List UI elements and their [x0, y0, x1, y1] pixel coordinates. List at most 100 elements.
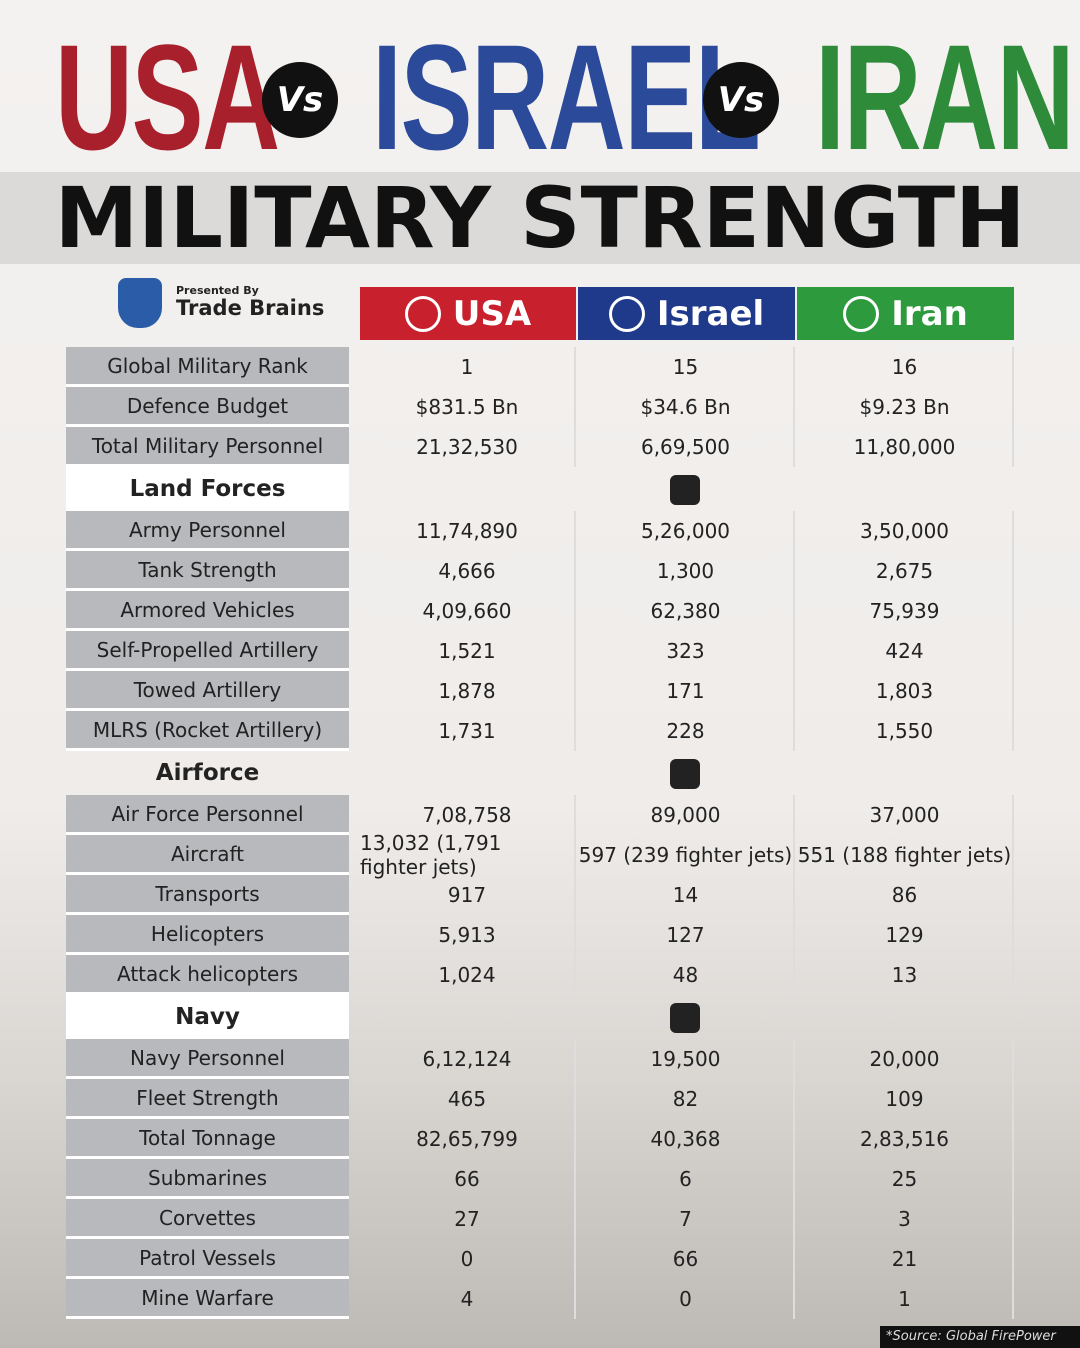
column-header: Israel: [578, 287, 795, 340]
value-cell: 5,913: [360, 915, 576, 955]
row-label: Towed Artillery: [66, 671, 349, 711]
value-cell: 21,32,530: [360, 427, 576, 467]
presented-by: Presented By: [176, 284, 259, 297]
flag: [608, 295, 645, 332]
row-label: MLRS (Rocket Artillery): [66, 711, 349, 751]
value-cell: 109: [797, 1079, 1014, 1119]
value-cell: 11,80,000: [797, 427, 1014, 467]
value-cell: 1: [797, 1279, 1014, 1319]
row-label: Total Military Personnel: [66, 427, 349, 467]
value-cell: 127: [578, 915, 795, 955]
value-cell: 21: [797, 1239, 1014, 1279]
value-cell: 6,12,124: [360, 1039, 576, 1079]
value-cell: 89,000: [578, 795, 795, 835]
section-heading: Navy: [66, 995, 349, 1039]
value-cell: 86: [797, 875, 1014, 915]
row-label: Corvettes: [66, 1199, 349, 1239]
value-cell: 40,368: [578, 1119, 795, 1159]
value-cell: 1,803: [797, 671, 1014, 711]
value-cell: 6,69,500: [578, 427, 795, 467]
flag: [843, 295, 880, 332]
subtitle-band: [0, 172, 1080, 264]
value-cell: 0: [360, 1239, 576, 1279]
row-label: Army Personnel: [66, 511, 349, 551]
value-cell: 27: [360, 1199, 576, 1239]
value-cell: 48: [578, 955, 795, 995]
row-label: Navy Personnel: [66, 1039, 349, 1079]
value-cell: 15: [578, 347, 795, 387]
section-heading: Airforce: [155, 760, 260, 786]
vs-badge: Vs: [703, 62, 779, 138]
value-cell: 0: [578, 1279, 795, 1319]
flag: [404, 295, 441, 332]
value-cell: 2,675: [797, 551, 1014, 591]
value-cell: 551 (188 fighter jets): [797, 835, 1014, 875]
value-cell: 323: [578, 631, 795, 671]
value-cell: 25: [797, 1159, 1014, 1199]
brand-logo: [118, 278, 162, 328]
value-cell: 1: [360, 347, 576, 387]
row-label: Helicopters: [66, 915, 349, 955]
value-cell: 62,380: [578, 591, 795, 631]
value-cell: 19,500: [578, 1039, 795, 1079]
row-label: Tank Strength: [66, 551, 349, 591]
value-cell: 1,731: [360, 711, 576, 751]
column-name: Israel: [656, 293, 765, 334]
title-word: ISRAEL: [372, 13, 761, 181]
column-header: Iran: [797, 287, 1014, 340]
brand: Trade Brains: [176, 296, 325, 320]
row-label: Self-Propelled Artillery: [66, 631, 349, 671]
row-label: Aircraft: [66, 835, 349, 875]
value-cell: 424: [797, 631, 1014, 671]
value-cell: 4,09,660: [360, 591, 576, 631]
row-label: Mine Warfare: [66, 1279, 349, 1319]
value-cell: 4: [360, 1279, 576, 1319]
value-cell: 66: [578, 1239, 795, 1279]
row-label: Submarines: [66, 1159, 349, 1199]
value-cell: 171: [578, 671, 795, 711]
value-cell: 1,024: [360, 955, 576, 995]
title-word: USA: [55, 13, 280, 181]
value-cell: 129: [797, 915, 1014, 955]
value-cell: 14: [578, 875, 795, 915]
row-label: Fleet Strength: [66, 1079, 349, 1119]
vs-badge: Vs: [262, 62, 338, 138]
value-cell: 917: [360, 875, 576, 915]
row-label: Transports: [66, 875, 349, 915]
value-cell: 16: [797, 347, 1014, 387]
value-cell: 1,521: [360, 631, 576, 671]
value-cell: 1,878: [360, 671, 576, 711]
value-cell: 3,50,000: [797, 511, 1014, 551]
value-cell: 1,300: [578, 551, 795, 591]
value-cell: 2,83,516: [797, 1119, 1014, 1159]
row-label: Global Military Rank: [66, 347, 349, 387]
value-cell: $34.6 Bn: [578, 387, 795, 427]
value-cell: 82,65,799: [360, 1119, 576, 1159]
value-cell: 597 (239 fighter jets): [578, 835, 795, 875]
source: *Source: Global FirePower: [880, 1326, 1080, 1348]
value-cell: 3: [797, 1199, 1014, 1239]
section-icon: [670, 759, 700, 789]
row-label: Defence Budget: [66, 387, 349, 427]
subtitle: MILITARY STRENGTH: [54, 169, 1026, 267]
value-cell: 7: [578, 1199, 795, 1239]
title-word: IRAN: [815, 13, 1075, 181]
value-cell: 20,000: [797, 1039, 1014, 1079]
value-cell: 1,550: [797, 711, 1014, 751]
value-cell: $831.5 Bn: [360, 387, 576, 427]
row-label: Attack helicopters: [66, 955, 349, 995]
value-cell: 75,939: [797, 591, 1014, 631]
value-cell: 228: [578, 711, 795, 751]
column-name: USA: [452, 293, 532, 334]
row-label: Patrol Vessels: [66, 1239, 349, 1279]
row-label: Air Force Personnel: [66, 795, 349, 835]
value-cell: 11,74,890: [360, 511, 576, 551]
value-cell: 4,666: [360, 551, 576, 591]
section-icon: [670, 1003, 700, 1033]
value-cell: 37,000: [797, 795, 1014, 835]
value-cell: 6: [578, 1159, 795, 1199]
section-heading: Land Forces: [66, 467, 349, 511]
value-cell: 5,26,000: [578, 511, 795, 551]
value-cell: $9.23 Bn: [797, 387, 1014, 427]
